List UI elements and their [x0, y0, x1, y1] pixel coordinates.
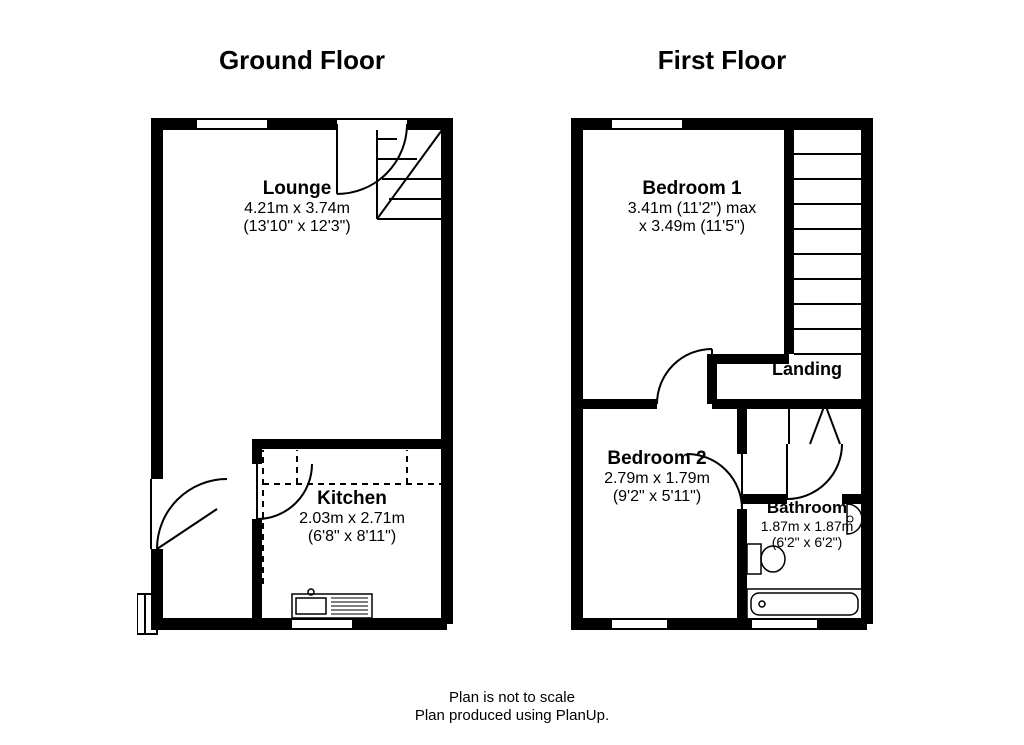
bedroom2-name: Bedroom 2 — [572, 449, 742, 470]
ground-floor-plan: Lounge 4.21m x 3.74m (13'10" x 12'3") Ki… — [137, 104, 467, 644]
kitchen-dim2: (6'8" x 8'11") — [267, 528, 437, 546]
bedroom2-label: Bedroom 2 2.79m x 1.79m (9'2" x 5'11") — [572, 449, 742, 507]
bathroom-label: Bathroom 1.87m x 1.87m (6'2" x 6'2") — [742, 499, 872, 550]
bedroom2-dim1: 2.79m x 1.79m — [572, 470, 742, 488]
bedroom1-dim1: 3.41m (11'2") max — [592, 200, 792, 218]
bathroom-dim2: (6'2" x 6'2") — [742, 534, 872, 550]
ground-floor-title: Ground Floor — [219, 45, 385, 76]
lounge-dim1: 4.21m x 3.74m — [197, 200, 397, 218]
bedroom1-dim2: x 3.49m (11'5") — [592, 218, 792, 236]
bathroom-name: Bathroom — [742, 499, 872, 518]
bedroom2-dim2: (9'2" x 5'11") — [572, 488, 742, 506]
first-floor-title: First Floor — [658, 45, 787, 76]
floorplan-container: Ground Floor — [0, 0, 1024, 644]
kitchen-name: Kitchen — [267, 489, 437, 510]
landing-label: Landing — [757, 360, 857, 380]
kitchen-label: Kitchen 2.03m x 2.71m (6'8" x 8'11") — [267, 489, 437, 547]
first-floor-column: First Floor — [557, 45, 887, 644]
landing-name: Landing — [757, 360, 857, 380]
first-floor-plan: Bedroom 1 3.41m (11'2") max x 3.49m (11'… — [557, 104, 887, 644]
lounge-name: Lounge — [197, 179, 397, 200]
bathroom-dim1: 1.87m x 1.87m — [742, 518, 872, 534]
bedroom1-name: Bedroom 1 — [592, 179, 792, 200]
lounge-label: Lounge 4.21m x 3.74m (13'10" x 12'3") — [197, 179, 397, 237]
footer-text: Plan is not to scale Plan produced using… — [0, 689, 1024, 725]
bedroom1-label: Bedroom 1 3.41m (11'2") max x 3.49m (11'… — [592, 179, 792, 237]
footer-line2: Plan produced using PlanUp. — [0, 707, 1024, 725]
ground-floor-column: Ground Floor — [137, 45, 467, 644]
lounge-dim2: (13'10" x 12'3") — [197, 218, 397, 236]
kitchen-dim1: 2.03m x 2.71m — [267, 510, 437, 528]
footer-line1: Plan is not to scale — [0, 689, 1024, 707]
